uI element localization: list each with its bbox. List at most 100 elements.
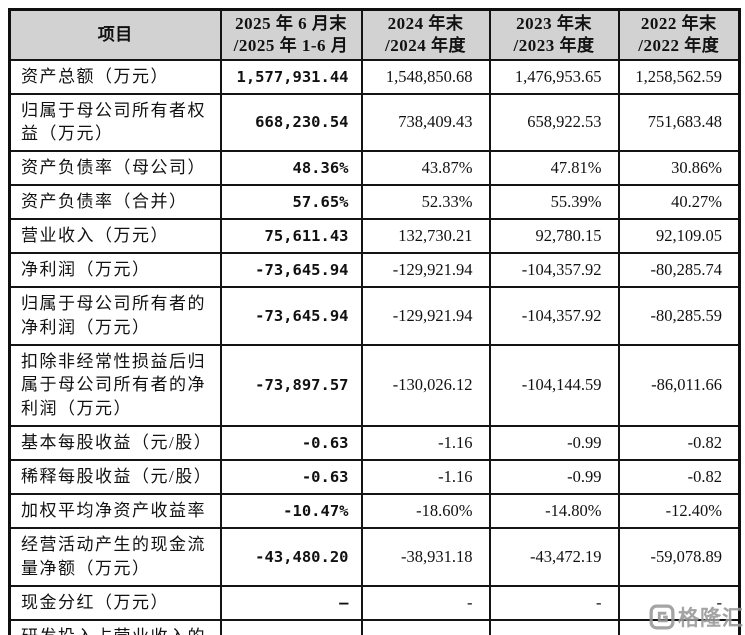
- table-body: 资产总额（万元） 1,577,931.44 1,548,850.68 1,476…: [8, 58, 741, 635]
- cell-2022: -80,285.74: [617, 252, 741, 289]
- table-row-diluted-eps: 稀释每股收益（元/股） -0.63 -1.16 -0.99 -0.82: [8, 459, 741, 496]
- cell-2022: -0.82: [617, 425, 741, 462]
- row-label: 现金分红（万元）: [8, 584, 222, 621]
- cell-2024: -1.16: [360, 459, 491, 496]
- cell-2025: 17.43%: [219, 618, 363, 635]
- table-row-total-assets: 资产总额（万元） 1,577,931.44 1,548,850.68 1,476…: [8, 58, 741, 95]
- table-row-debt-ratio-consolidated: 资产负债率（合并） 57.65% 52.33% 55.39% 40.27%: [8, 184, 741, 221]
- cell-2024: 1,548,850.68: [360, 58, 491, 95]
- cell-2024: -1.16: [360, 425, 491, 462]
- table-header: 项目 2025 年 6 月末 /2025 年 1-6 月 2024 年末 /20…: [8, 8, 741, 61]
- cell-2023: 1,476,953.65: [488, 58, 620, 95]
- table-row-parent-equity: 归属于母公司所有者权益（万元） 668,230.54 738,409.43 65…: [8, 92, 741, 153]
- period-line-1: 2024 年末: [387, 13, 464, 33]
- cell-2023: -14.80%: [488, 493, 620, 530]
- column-header-2023: 2023 年末 /2023 年度: [488, 8, 620, 61]
- row-label: 扣除非经常性损益后归属于母公司所有者的净利润（万元）: [8, 343, 222, 428]
- cell-2023: -104,357.92: [488, 286, 620, 346]
- row-label: 资产总额（万元）: [8, 58, 222, 95]
- cell-2024: 52.33%: [360, 184, 491, 221]
- cell-2025: –: [219, 584, 363, 621]
- cell-2025: -43,480.20: [219, 527, 363, 587]
- cell-2023: -43,472.19: [488, 527, 620, 587]
- cell-2025: 48.36%: [219, 150, 363, 187]
- cell-2025: -73,645.94: [219, 286, 363, 346]
- period-line-1: 2023 年末: [516, 13, 592, 33]
- cell-2024: -129,921.94: [360, 286, 491, 346]
- row-label: 研发投入占营业收入的比例: [8, 618, 222, 635]
- column-header-2025: 2025 年 6 月末 /2025 年 1-6 月: [219, 8, 363, 61]
- header-row: 项目 2025 年 6 月末 /2025 年 1-6 月 2024 年末 /20…: [8, 8, 741, 61]
- cell-2023: 55.39%: [488, 184, 620, 221]
- cell-2025: 75,611.43: [219, 218, 363, 255]
- row-label: 净利润（万元）: [8, 252, 222, 289]
- cell-2023: -0.99: [488, 459, 620, 496]
- cell-2023: 17.15%: [488, 618, 620, 635]
- row-label: 归属于母公司所有者的净利润（万元）: [8, 286, 222, 346]
- cell-2025: -73,645.94: [219, 252, 363, 289]
- cell-2023: 47.81%: [488, 150, 620, 187]
- table-row-revenue: 营业收入（万元） 75,611.43 132,730.21 92,780.15 …: [8, 218, 741, 255]
- table-row-weighted-roe: 加权平均净资产收益率 -10.47% -18.60% -14.80% -12.4…: [8, 493, 741, 530]
- cell-2022: 30.86%: [617, 150, 741, 187]
- table-row-debt-ratio-parent: 资产负债率（母公司） 48.36% 43.87% 47.81% 30.86%: [8, 150, 741, 187]
- table-row-rd-revenue-ratio: 研发投入占营业收入的比例 17.43% 18.55% 17.15% 8.43%: [8, 618, 741, 635]
- cell-2022: 751,683.48: [617, 92, 741, 153]
- row-label: 基本每股收益（元/股）: [8, 425, 222, 462]
- row-label: 稀释每股收益（元/股）: [8, 459, 222, 496]
- cell-2025: -73,897.57: [219, 343, 363, 428]
- period-line-1: 2025 年 6 月末: [235, 13, 347, 33]
- cell-2024: 738,409.43: [360, 92, 491, 153]
- cell-2024: -18.60%: [360, 493, 491, 530]
- cell-2024: -38,931.18: [360, 527, 491, 587]
- column-header-2022: 2022 年末 /2022 年度: [617, 8, 741, 61]
- cell-2023: 92,780.15: [488, 218, 620, 255]
- cell-2025: -10.47%: [219, 493, 363, 530]
- cell-2023: 658,922.53: [488, 92, 620, 153]
- row-label: 归属于母公司所有者权益（万元）: [8, 92, 222, 153]
- financial-summary-table: 项目 2025 年 6 月末 /2025 年 1-6 月 2024 年末 /20…: [8, 8, 741, 635]
- cell-2024: -130,026.12: [360, 343, 491, 428]
- cell-2024: 18.55%: [360, 618, 491, 635]
- row-label: 资产负债率（合并）: [8, 184, 222, 221]
- cell-2023: -104,144.59: [488, 343, 620, 428]
- cell-2022: -12.40%: [617, 493, 741, 530]
- period-line-2: /2023 年度: [513, 35, 595, 55]
- cell-2022: 92,109.05: [617, 218, 741, 255]
- cell-2023: -104,357.92: [488, 252, 620, 289]
- table-row-basic-eps: 基本每股收益（元/股） -0.63 -1.16 -0.99 -0.82: [8, 425, 741, 462]
- cell-2022: 40.27%: [617, 184, 741, 221]
- row-label: 资产负债率（母公司）: [8, 150, 222, 187]
- cell-2022: -59,078.89: [617, 527, 741, 587]
- cell-2025: -0.63: [219, 425, 363, 462]
- cell-2022: 1,258,562.59: [617, 58, 741, 95]
- period-line-2: /2025 年 1-6 月: [233, 35, 349, 55]
- cell-2024: 132,730.21: [360, 218, 491, 255]
- table-row-net-profit: 净利润（万元） -73,645.94 -129,921.94 -104,357.…: [8, 252, 741, 289]
- cell-2024: -129,921.94: [360, 252, 491, 289]
- cell-2025: 57.65%: [219, 184, 363, 221]
- cell-2024: 43.87%: [360, 150, 491, 187]
- cell-2025: 668,230.54: [219, 92, 363, 153]
- period-line-2: /2022 年度: [638, 35, 720, 55]
- cell-2025: -0.63: [219, 459, 363, 496]
- cell-2022: -86,011.66: [617, 343, 741, 428]
- period-line-2: /2024 年度: [385, 35, 466, 55]
- row-label: 加权平均净资产收益率: [8, 493, 222, 530]
- cell-2024: -: [360, 584, 491, 621]
- cell-2025: 1,577,931.44: [219, 58, 363, 95]
- cell-2022: -80,285.59: [617, 286, 741, 346]
- column-header-2024: 2024 年末 /2024 年度: [360, 8, 491, 61]
- column-header-item: 项目: [8, 8, 222, 61]
- period-line-1: 2022 年末: [640, 13, 717, 33]
- cell-2022: -: [617, 584, 741, 621]
- table-row-operating-cash-flow: 经营活动产生的现金流量净额（万元） -43,480.20 -38,931.18 …: [8, 527, 741, 587]
- cell-2022: -0.82: [617, 459, 741, 496]
- table-row-parent-net-profit: 归属于母公司所有者的净利润（万元） -73,645.94 -129,921.94…: [8, 286, 741, 346]
- row-label: 经营活动产生的现金流量净额（万元）: [8, 527, 222, 587]
- row-label: 营业收入（万元）: [8, 218, 222, 255]
- table-row-cash-dividend: 现金分红（万元） – - - -: [8, 584, 741, 621]
- table-row-non-recurring-net-profit: 扣除非经常性损益后归属于母公司所有者的净利润（万元） -73,897.57 -1…: [8, 343, 741, 428]
- cell-2023: -: [488, 584, 620, 621]
- cell-2023: -0.99: [488, 425, 620, 462]
